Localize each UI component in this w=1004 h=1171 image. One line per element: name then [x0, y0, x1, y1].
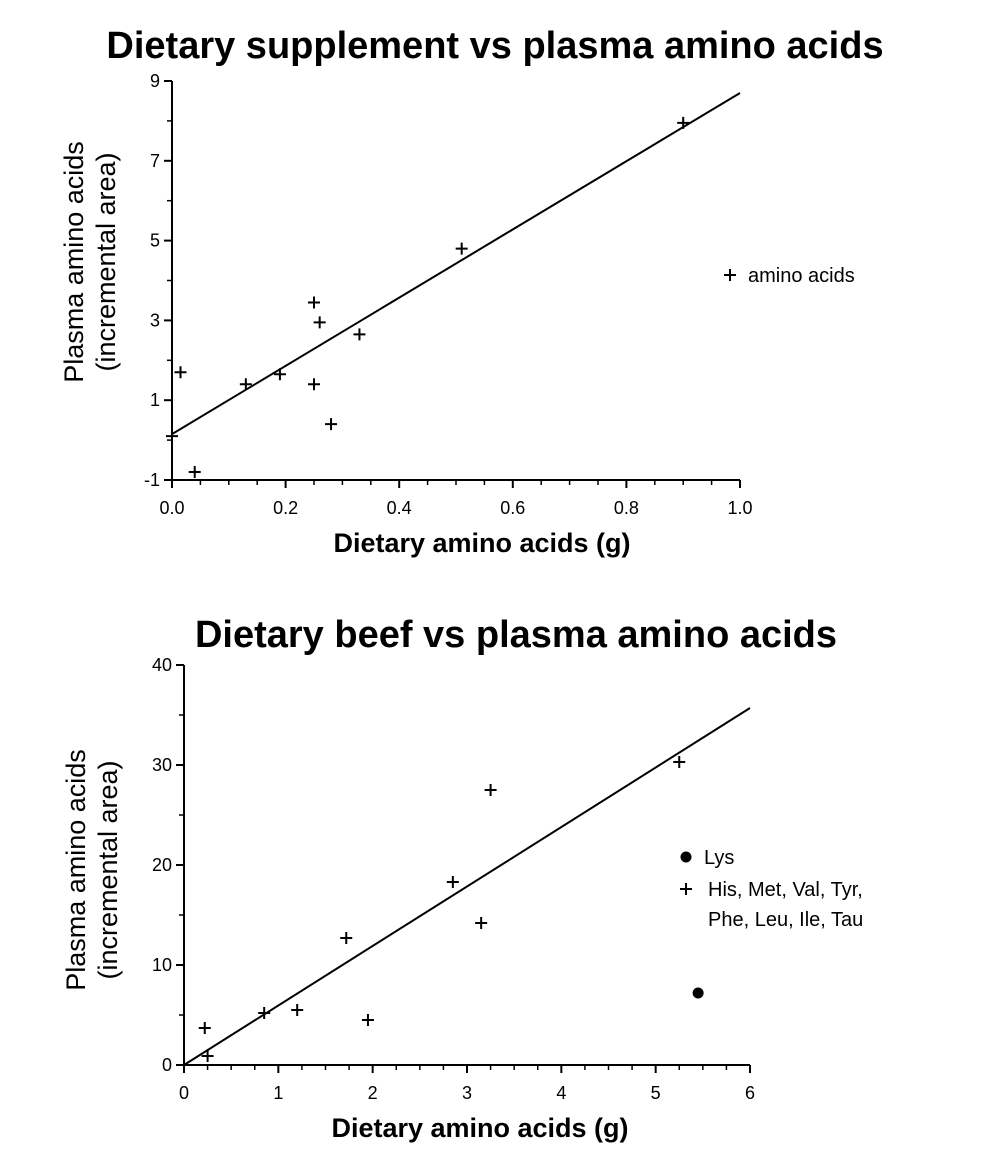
y-tick-label: 20	[152, 855, 172, 875]
y-axis-label-line: (incremental area)	[93, 760, 123, 979]
data-point-plus	[325, 418, 338, 431]
data-point-plus	[353, 328, 366, 341]
data-point-plus	[201, 1050, 214, 1062]
data-point-plus	[455, 242, 468, 255]
x-tick-label: 1.0	[727, 498, 752, 518]
y-axis-label-line: (incremental area)	[91, 152, 121, 371]
data-point-plus	[308, 378, 320, 391]
data-point-plus	[166, 430, 178, 443]
x-axis-label: Dietary amino acids (g)	[331, 1113, 628, 1143]
x-tick-label: 0	[179, 1083, 189, 1103]
y-tick-label: 3	[150, 310, 160, 330]
data-point-plus	[273, 368, 286, 381]
y-tick-label: 10	[152, 955, 172, 975]
legend-label: Lys	[704, 847, 734, 869]
x-tick-label: 0.2	[273, 498, 298, 518]
chart-supplement-svg: Dietary supplement vs plasma amino acids…	[59, 25, 884, 558]
chart-supplement: Dietary supplement vs plasma amino acids…	[0, 0, 1004, 585]
y-tick-label: 1	[150, 390, 160, 410]
x-tick-label: 2	[368, 1083, 378, 1103]
x-tick-label: 6	[745, 1083, 755, 1103]
x-tick-label: 0.8	[614, 498, 639, 518]
y-tick-label: 30	[152, 755, 172, 775]
x-tick-label: 0.0	[159, 498, 184, 518]
data-point-plus	[673, 756, 686, 768]
data-point-plus	[308, 296, 320, 309]
y-axis-label-line: Plasma amino acids	[61, 749, 91, 991]
trend-line	[183, 707, 751, 1066]
chart-beef: Dietary beef vs plasma amino acids 0 1 2 3 4 5…	[0, 585, 1004, 1171]
chart-title: Dietary beef vs plasma amino acids	[195, 614, 837, 656]
data-point-plus	[340, 932, 353, 944]
x-tick-label: 0.6	[500, 498, 525, 518]
y-tick-label: 9	[150, 71, 160, 91]
data-point-plus	[446, 876, 459, 888]
data-point-plus	[258, 1007, 271, 1019]
legend-label-line: Phe, Leu, Ile, Tau	[708, 909, 863, 931]
legend-marker-dot	[680, 851, 692, 863]
x-tick-label: 3	[462, 1083, 472, 1103]
y-tick-label: 40	[152, 655, 172, 675]
legend-label-line: His, Met, Val, Tyr,	[708, 879, 863, 901]
data-point-plus	[313, 316, 326, 329]
legend-label: amino acids	[748, 265, 855, 287]
x-tick-label: 1	[273, 1083, 283, 1103]
x-tick-label: 4	[556, 1083, 566, 1103]
data-point-plus	[188, 466, 201, 479]
data-point-plus	[174, 366, 187, 379]
y-tick-label: -1	[144, 470, 160, 490]
data-point-plus	[677, 116, 690, 129]
chart-title: Dietary supplement vs plasma amino acids	[106, 25, 883, 67]
trend-line	[171, 92, 741, 435]
data-point-plus	[361, 1014, 374, 1026]
data-point-plus	[475, 917, 488, 929]
y-tick-label: 0	[162, 1055, 172, 1075]
x-tick-label: 5	[651, 1083, 661, 1103]
x-tick-label: 0.4	[387, 498, 412, 518]
y-tick-label: 7	[150, 151, 160, 171]
data-point-plus	[291, 1004, 304, 1016]
y-axis-label-line: Plasma amino acids	[59, 141, 89, 383]
y-tick-label: 5	[150, 231, 160, 251]
legend-marker-plus	[724, 269, 736, 281]
chart-beef-svg: Dietary beef vs plasma amino acids 0 1 2 3 4 5…	[61, 614, 863, 1143]
legend-marker-plus	[680, 883, 692, 895]
data-point-plus	[239, 378, 252, 391]
x-axis-label: Dietary amino acids (g)	[333, 528, 630, 558]
data-point-plus	[484, 784, 497, 796]
data-point-dot	[692, 987, 704, 999]
data-point-plus	[198, 1022, 211, 1034]
